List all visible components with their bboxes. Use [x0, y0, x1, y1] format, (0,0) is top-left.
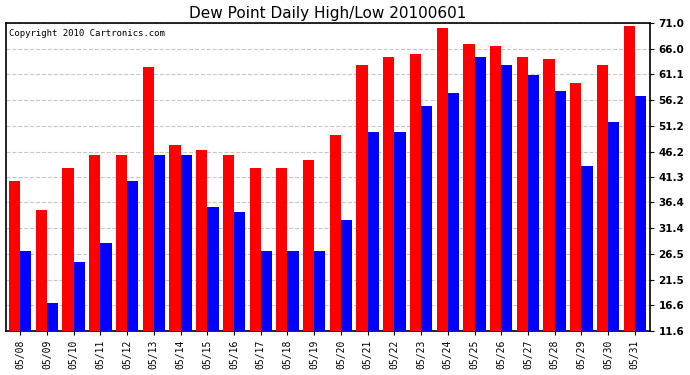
- Bar: [624, 26, 635, 331]
- Bar: [490, 46, 501, 331]
- Bar: [288, 251, 299, 331]
- Bar: [635, 96, 646, 331]
- Bar: [47, 303, 58, 331]
- Bar: [395, 132, 406, 331]
- Bar: [101, 243, 112, 331]
- Bar: [341, 220, 352, 331]
- Bar: [154, 155, 165, 331]
- Bar: [127, 181, 139, 331]
- Bar: [89, 155, 101, 331]
- Bar: [570, 83, 582, 331]
- Bar: [314, 251, 326, 331]
- Bar: [196, 150, 207, 331]
- Bar: [303, 160, 314, 331]
- Bar: [608, 122, 620, 331]
- Bar: [582, 166, 593, 331]
- Bar: [463, 44, 475, 331]
- Bar: [234, 212, 245, 331]
- Bar: [383, 57, 395, 331]
- Bar: [528, 75, 539, 331]
- Bar: [448, 93, 459, 331]
- Bar: [63, 168, 74, 331]
- Bar: [169, 145, 181, 331]
- Bar: [475, 57, 486, 331]
- Bar: [207, 207, 219, 331]
- Bar: [143, 67, 154, 331]
- Bar: [410, 54, 421, 331]
- Bar: [330, 135, 341, 331]
- Bar: [501, 64, 513, 331]
- Bar: [250, 168, 261, 331]
- Bar: [74, 262, 85, 331]
- Bar: [20, 251, 32, 331]
- Bar: [597, 64, 608, 331]
- Bar: [9, 181, 20, 331]
- Bar: [276, 168, 288, 331]
- Bar: [36, 210, 47, 331]
- Title: Dew Point Daily High/Low 20100601: Dew Point Daily High/Low 20100601: [189, 6, 466, 21]
- Bar: [517, 57, 528, 331]
- Bar: [544, 59, 555, 331]
- Bar: [555, 90, 566, 331]
- Bar: [437, 28, 448, 331]
- Bar: [181, 155, 192, 331]
- Bar: [116, 155, 127, 331]
- Bar: [368, 132, 379, 331]
- Bar: [421, 106, 433, 331]
- Bar: [357, 64, 368, 331]
- Bar: [261, 251, 272, 331]
- Bar: [223, 155, 234, 331]
- Text: Copyright 2010 Cartronics.com: Copyright 2010 Cartronics.com: [9, 29, 165, 38]
